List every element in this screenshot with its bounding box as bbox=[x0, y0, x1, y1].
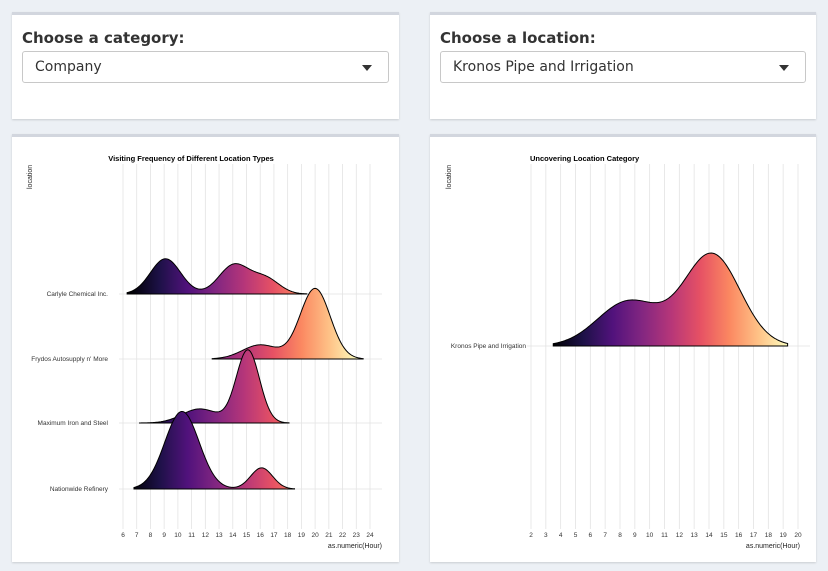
category-panel: Choose a category: Company bbox=[12, 12, 399, 119]
category-value: Company bbox=[35, 59, 102, 75]
x-tick-label: 12 bbox=[202, 532, 210, 539]
chevron-down-icon bbox=[779, 65, 789, 71]
chart-panel-right: Uncovering Location Category location as… bbox=[430, 134, 816, 562]
location-panel: Choose a location: Kronos Pipe and Irrig… bbox=[430, 12, 816, 119]
x-tick-label: 8 bbox=[618, 532, 622, 539]
ridgeline-chart-left: Visiting Frequency of Different Location… bbox=[27, 154, 382, 550]
y-tick-label: Kronos Pipe and Irrigation bbox=[451, 343, 527, 350]
x-tick-label: 2 bbox=[529, 532, 533, 539]
x-tick-label: 19 bbox=[298, 532, 306, 539]
category-select[interactable]: Company bbox=[22, 51, 389, 83]
x-tick-label: 5 bbox=[574, 532, 578, 539]
ridge-carlyle-chemical-inc- bbox=[126, 258, 308, 295]
x-tick-label: 13 bbox=[215, 532, 223, 539]
x-tick-label: 16 bbox=[735, 532, 743, 539]
ridge-frydos-autosupply-n-more bbox=[211, 287, 364, 360]
ridge-kronos-pipe-and-irrigation bbox=[552, 252, 789, 347]
x-tick-label: 20 bbox=[311, 532, 319, 539]
x-tick-label: 24 bbox=[366, 532, 374, 539]
y-tick-label: Nationwide Refinery bbox=[50, 486, 109, 493]
chart-panel-left: Visiting Frequency of Different Location… bbox=[12, 134, 399, 562]
x-tick-label: 20 bbox=[794, 532, 802, 539]
chart-title: Uncovering Location Category bbox=[530, 154, 640, 163]
x-tick-label: 22 bbox=[339, 532, 347, 539]
x-tick-label: 11 bbox=[661, 532, 668, 539]
x-tick-label: 4 bbox=[559, 532, 563, 539]
x-tick-label: 14 bbox=[705, 532, 713, 539]
x-tick-label: 8 bbox=[149, 532, 153, 539]
ridge-nationwide-refinery bbox=[133, 410, 296, 490]
x-tick-label: 11 bbox=[188, 532, 195, 539]
x-tick-label: 17 bbox=[270, 532, 278, 539]
x-tick-label: 17 bbox=[750, 532, 758, 539]
ridge-maximum-iron-and-steel bbox=[138, 349, 290, 424]
x-tick-label: 21 bbox=[325, 532, 333, 539]
x-tick-label: 10 bbox=[646, 532, 654, 539]
x-axis-label: as.numeric(Hour) bbox=[746, 543, 800, 550]
chevron-down-icon bbox=[362, 65, 372, 71]
x-tick-label: 7 bbox=[603, 532, 607, 539]
x-tick-label: 15 bbox=[243, 532, 251, 539]
y-tick-label: Carlyle Chemical Inc. bbox=[47, 291, 109, 298]
location-value: Kronos Pipe and Irrigation bbox=[453, 59, 634, 75]
x-tick-label: 16 bbox=[257, 532, 265, 539]
y-axis-label: location bbox=[446, 165, 453, 189]
x-tick-label: 13 bbox=[691, 532, 699, 539]
location-select[interactable]: Kronos Pipe and Irrigation bbox=[440, 51, 806, 83]
x-tick-label: 7 bbox=[135, 532, 139, 539]
x-tick-label: 10 bbox=[174, 532, 182, 539]
x-tick-label: 12 bbox=[676, 532, 684, 539]
ridgeline-chart-right: Uncovering Location Category location as… bbox=[446, 154, 810, 550]
y-tick-label: Frydos Autosupply n' More bbox=[31, 356, 108, 363]
chart-title: Visiting Frequency of Different Location… bbox=[108, 154, 274, 163]
x-axis-label: as.numeric(Hour) bbox=[328, 543, 382, 550]
x-tick-label: 9 bbox=[162, 532, 166, 539]
x-tick-label: 3 bbox=[544, 532, 548, 539]
y-tick-label: Maximum Iron and Steel bbox=[38, 420, 109, 427]
x-tick-label: 6 bbox=[589, 532, 593, 539]
x-tick-label: 18 bbox=[765, 532, 773, 539]
x-tick-label: 18 bbox=[284, 532, 292, 539]
x-tick-label: 15 bbox=[720, 532, 728, 539]
location-label: Choose a location: bbox=[440, 29, 596, 47]
x-tick-label: 19 bbox=[780, 532, 788, 539]
x-tick-label: 9 bbox=[633, 532, 637, 539]
y-axis-label: location bbox=[27, 165, 34, 189]
x-tick-label: 6 bbox=[121, 532, 125, 539]
category-label: Choose a category: bbox=[22, 29, 185, 47]
x-tick-label: 23 bbox=[353, 532, 361, 539]
x-tick-label: 14 bbox=[229, 532, 237, 539]
